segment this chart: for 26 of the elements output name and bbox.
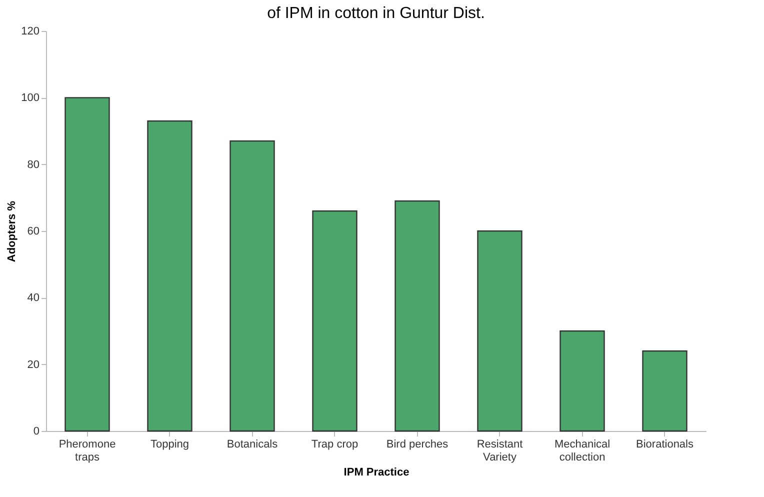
x-tick-label: Trap crop [311, 438, 358, 450]
x-tick-label: Resistant Variety [476, 438, 523, 464]
x-axis-title: IPM Practice [344, 466, 410, 478]
x-tick-label: Pheromone traps [58, 438, 116, 464]
x-tick-label: Botanicals [226, 438, 278, 450]
bar [147, 120, 192, 432]
bar [642, 350, 688, 432]
bar [64, 97, 110, 432]
x-tick-label: Mechanical collection [554, 438, 610, 464]
y-tick-label: 40 [27, 292, 40, 304]
x-tick-label: Bird perches [386, 438, 449, 450]
bar [230, 140, 275, 432]
bar [312, 210, 358, 432]
y-tick-label: 0 [33, 426, 40, 438]
y-axis-title: Adopters % [6, 200, 18, 262]
y-tick-label: 120 [21, 26, 40, 38]
y-tick-label: 20 [27, 358, 40, 371]
chart-title: of IPM in cotton in Guntur Dist. [267, 5, 485, 22]
x-tick-label: Biorationals [636, 438, 694, 450]
bar [560, 330, 605, 432]
y-tick-label: 100 [21, 92, 40, 104]
x-tick-label: Topping [150, 438, 190, 450]
bar [394, 200, 440, 432]
bar [477, 230, 522, 432]
y-tick-label: 60 [27, 226, 40, 238]
y-tick-label: 80 [27, 158, 40, 171]
